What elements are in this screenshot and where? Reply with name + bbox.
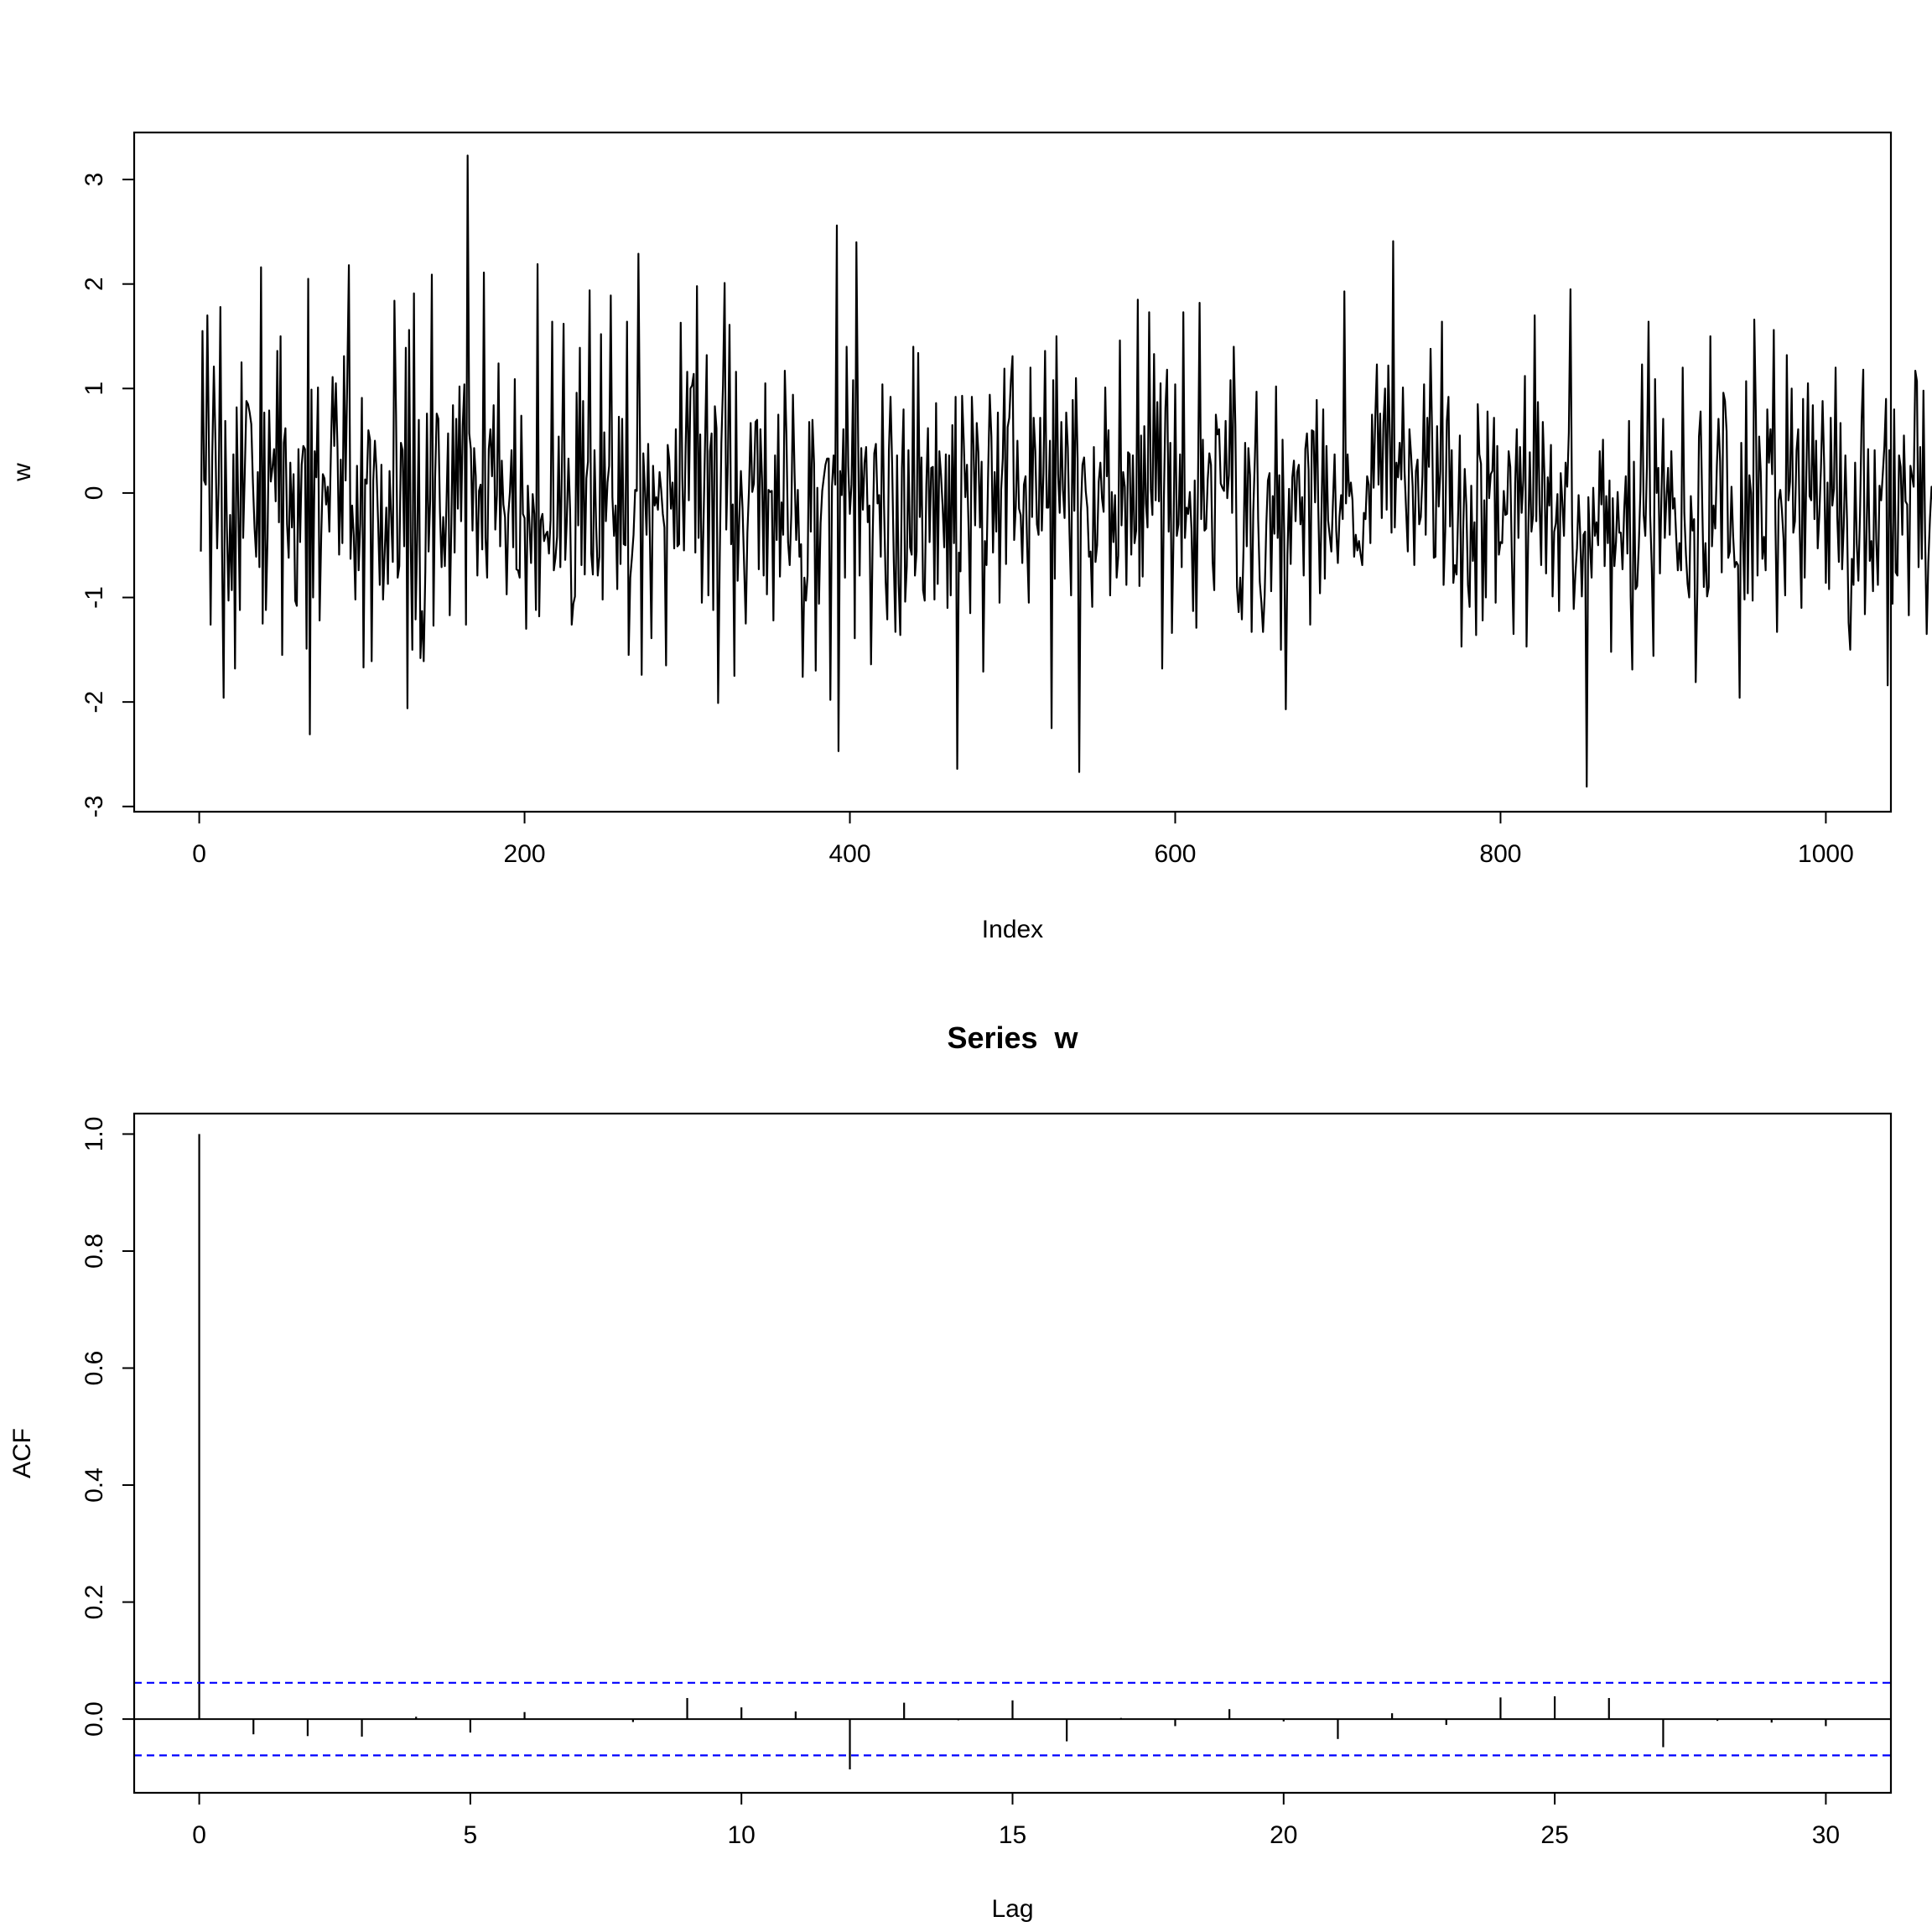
acf-bars	[198, 1134, 1827, 1770]
y-tick-label: 0.8	[80, 1233, 108, 1269]
y-tick-label: 2	[80, 277, 108, 291]
x-axis-label: Lag	[991, 1895, 1033, 1923]
x-axis-label: Index	[982, 916, 1043, 943]
x-tick-label: 5	[464, 1821, 478, 1849]
series-w-line	[200, 154, 1932, 788]
y-tick-label: 1.0	[80, 1117, 108, 1152]
y-tick-label: -3	[80, 795, 108, 818]
plot-frame	[132, 1112, 1893, 1794]
x-tick-label: 0	[192, 840, 206, 868]
x-tick-label: 0	[192, 1821, 206, 1849]
x-tick-label: 15	[999, 1821, 1026, 1849]
x-tick-label: 600	[1154, 840, 1196, 868]
y-tick-label: 3	[80, 173, 108, 187]
y-axis-label: w	[8, 463, 36, 482]
x-tick-label: 20	[1270, 1821, 1297, 1849]
y-tick-label: 0.6	[80, 1351, 108, 1386]
x-tick-label: 25	[1540, 1821, 1568, 1849]
x-tick-label: 30	[1812, 1821, 1840, 1849]
acf-panel: Series w 0 5 10 15 20 25 30 0.0 0.2 0.4 0.6 0.8 1.0…	[8, 1021, 1893, 1923]
time-series-panel: 0 200 400 600 800 1000 -3 -2 -1 0 1 2 3 Index w	[8, 131, 1932, 943]
y-axis: 0.0 0.2 0.4 0.6 0.8 1.0	[80, 1117, 135, 1737]
y-tick-label: -1	[80, 586, 108, 609]
x-tick-label: 800	[1479, 840, 1521, 868]
x-tick-label: 10	[728, 1821, 756, 1849]
acf-reference-lines	[134, 1681, 1891, 1757]
y-tick-label: 1	[80, 382, 108, 396]
y-tick-label: -2	[80, 691, 108, 714]
plot-frame	[132, 131, 1893, 813]
chart-title: Series w	[947, 1021, 1078, 1055]
x-tick-label: 200	[504, 840, 546, 868]
y-tick-label: 0.4	[80, 1467, 108, 1503]
series-w-polyline	[200, 154, 1932, 788]
x-tick-label: 1000	[1798, 840, 1854, 868]
y-tick-label: 0	[80, 486, 108, 501]
x-tick-label: 400	[828, 840, 870, 868]
y-tick-label: 0.0	[80, 1701, 108, 1737]
y-axis-label: ACF	[8, 1428, 36, 1478]
y-tick-label: 0.2	[80, 1585, 108, 1620]
